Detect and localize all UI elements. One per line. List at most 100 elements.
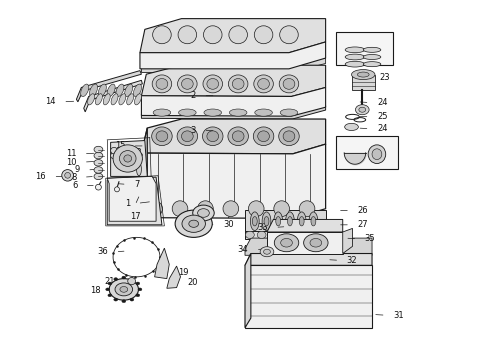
Ellipse shape	[96, 184, 101, 190]
Ellipse shape	[316, 231, 325, 238]
Ellipse shape	[297, 212, 306, 230]
Ellipse shape	[204, 109, 221, 116]
Ellipse shape	[207, 131, 219, 141]
Ellipse shape	[152, 75, 171, 93]
Text: 25: 25	[377, 112, 388, 121]
Ellipse shape	[255, 109, 272, 116]
Ellipse shape	[359, 107, 366, 112]
Polygon shape	[245, 253, 372, 265]
Text: 33: 33	[257, 223, 268, 232]
Ellipse shape	[189, 220, 198, 227]
Polygon shape	[343, 228, 352, 253]
Ellipse shape	[345, 47, 365, 53]
Ellipse shape	[372, 149, 382, 159]
Ellipse shape	[81, 84, 89, 96]
Ellipse shape	[111, 152, 118, 159]
Ellipse shape	[252, 217, 257, 226]
Ellipse shape	[223, 201, 239, 217]
Polygon shape	[84, 80, 143, 112]
Polygon shape	[142, 87, 326, 116]
Ellipse shape	[258, 131, 270, 141]
Text: 34: 34	[238, 245, 248, 254]
Polygon shape	[142, 58, 326, 72]
Ellipse shape	[202, 127, 223, 145]
Text: 35: 35	[365, 234, 375, 243]
Ellipse shape	[108, 282, 112, 285]
Ellipse shape	[122, 276, 126, 279]
Polygon shape	[142, 119, 326, 154]
Ellipse shape	[130, 298, 134, 301]
Text: 8: 8	[71, 173, 76, 182]
Ellipse shape	[177, 75, 197, 93]
Ellipse shape	[109, 279, 139, 300]
Text: 20: 20	[188, 278, 198, 287]
Text: 15: 15	[115, 141, 125, 150]
Ellipse shape	[258, 78, 270, 89]
Polygon shape	[245, 265, 372, 328]
Text: 1: 1	[125, 199, 130, 208]
Text: 21: 21	[104, 276, 115, 285]
Ellipse shape	[130, 278, 134, 280]
Text: 23: 23	[379, 73, 390, 82]
Ellipse shape	[248, 201, 264, 217]
Ellipse shape	[137, 163, 142, 176]
Text: 26: 26	[357, 206, 368, 215]
Ellipse shape	[310, 238, 322, 247]
Text: 36: 36	[98, 247, 108, 256]
Ellipse shape	[138, 288, 142, 291]
Ellipse shape	[281, 238, 293, 247]
Ellipse shape	[254, 75, 273, 93]
Ellipse shape	[351, 69, 375, 80]
Ellipse shape	[156, 78, 168, 89]
Polygon shape	[140, 19, 326, 53]
Ellipse shape	[124, 84, 133, 96]
Ellipse shape	[108, 294, 112, 297]
Ellipse shape	[229, 26, 247, 44]
Ellipse shape	[357, 72, 369, 77]
Text: 4: 4	[163, 30, 168, 39]
Polygon shape	[76, 71, 142, 102]
Ellipse shape	[262, 212, 271, 230]
Text: 10: 10	[66, 158, 76, 167]
Ellipse shape	[279, 127, 299, 145]
Ellipse shape	[128, 278, 136, 285]
Ellipse shape	[260, 247, 274, 257]
Ellipse shape	[276, 217, 281, 226]
Text: 32: 32	[346, 256, 357, 265]
Polygon shape	[111, 140, 147, 176]
Text: 24: 24	[377, 98, 388, 107]
Ellipse shape	[228, 127, 248, 145]
Ellipse shape	[113, 145, 143, 172]
Ellipse shape	[153, 109, 171, 116]
Polygon shape	[142, 128, 147, 218]
Ellipse shape	[114, 298, 118, 301]
Ellipse shape	[182, 215, 205, 232]
Ellipse shape	[175, 210, 212, 237]
Ellipse shape	[279, 75, 299, 93]
Ellipse shape	[363, 62, 381, 67]
Text: 3: 3	[191, 126, 196, 135]
Ellipse shape	[274, 201, 290, 217]
Ellipse shape	[120, 287, 128, 292]
Ellipse shape	[281, 231, 290, 238]
Text: 14: 14	[46, 97, 56, 106]
Ellipse shape	[178, 109, 196, 116]
Ellipse shape	[344, 123, 358, 131]
Ellipse shape	[153, 26, 171, 44]
Ellipse shape	[62, 170, 74, 181]
Ellipse shape	[147, 201, 162, 217]
Polygon shape	[245, 231, 326, 239]
Polygon shape	[155, 248, 169, 279]
Text: 31: 31	[393, 311, 404, 320]
Ellipse shape	[172, 201, 188, 217]
Ellipse shape	[245, 231, 254, 238]
Ellipse shape	[106, 288, 110, 291]
Ellipse shape	[178, 26, 196, 44]
Ellipse shape	[355, 105, 369, 115]
Ellipse shape	[232, 131, 244, 141]
Ellipse shape	[120, 150, 136, 166]
Polygon shape	[107, 177, 162, 225]
Text: 22: 22	[379, 43, 390, 52]
Text: 13: 13	[131, 148, 142, 157]
Ellipse shape	[288, 217, 293, 226]
